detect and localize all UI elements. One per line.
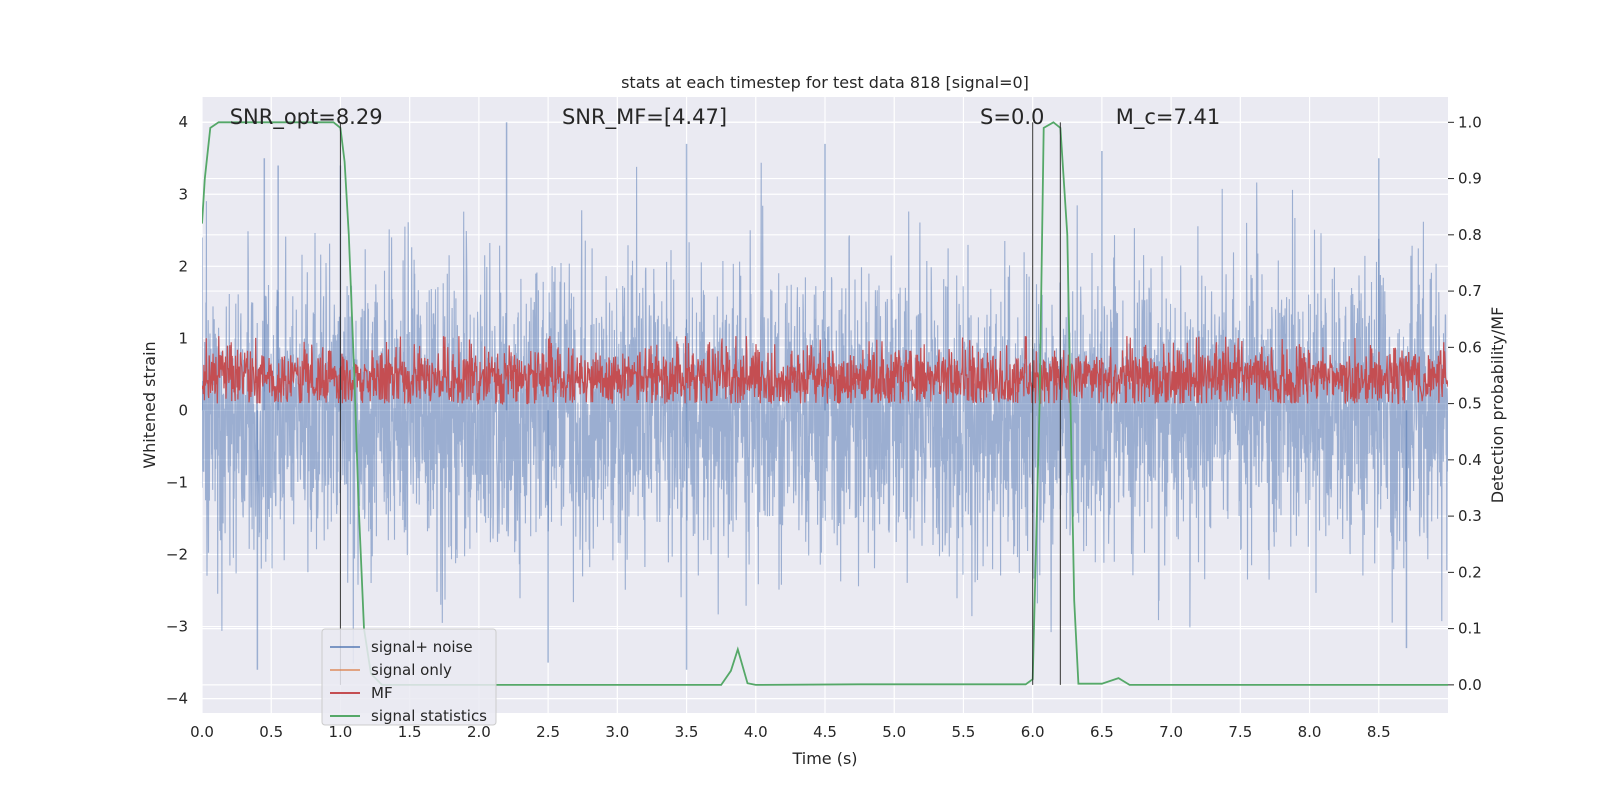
- x-axis-label: Time (s): [791, 749, 857, 768]
- x-tick-label: 8.0: [1298, 723, 1322, 741]
- y-right-tick-label: 0.5: [1458, 395, 1482, 413]
- legend-box: [321, 628, 497, 726]
- y-tick-label: 1: [178, 329, 188, 347]
- y-ticks: 4 3 2 1 0 −1 −2 −3 −4: [166, 113, 188, 707]
- x-tick-label: 1.0: [329, 723, 353, 741]
- annotation-text: SNR_MF=[4.47]: [562, 105, 727, 130]
- y-tick-label: −2: [166, 545, 188, 563]
- y-right-tick-label: 0.7: [1458, 282, 1482, 300]
- y-right-tick-label: 0.8: [1458, 226, 1482, 244]
- y-right-tick-label: 0.6: [1458, 338, 1482, 356]
- annotations: SNR_opt=8.29 SNR_MF=[4.47] S=0.0 M_c=7.41: [230, 105, 1221, 130]
- x-ticks: 0.0 0.5 1.0 1.5 2.0 2.5 3.0 3.5 4.0 4.5 5.0 5.5 6.0 6…: [190, 723, 1391, 741]
- annotation-text: S=0.0: [980, 105, 1044, 129]
- y-tick-label: −3: [166, 618, 188, 636]
- x-tick-label: 3.0: [605, 723, 629, 741]
- y-right-tick-label: 0.9: [1458, 170, 1482, 188]
- y-right-axis-label: Detection probability/MF: [1488, 307, 1507, 504]
- y-tick-label: 4: [178, 113, 188, 131]
- y-tick-label: −4: [166, 690, 188, 708]
- y-right-tick-label: 0.4: [1458, 451, 1482, 469]
- legend-label: signal only: [371, 661, 452, 679]
- x-tick-label: 8.5: [1367, 723, 1391, 741]
- y-tick-label: −1: [166, 473, 188, 491]
- legend-label: signal statistics: [371, 707, 487, 725]
- annotation-text: M_c=7.41: [1116, 105, 1221, 130]
- chart-title: stats at each timestep for test data 818…: [621, 73, 1029, 92]
- y-right-tick-label: 0.2: [1458, 563, 1482, 581]
- x-tick-label: 2.0: [467, 723, 491, 741]
- x-tick-label: 2.5: [536, 723, 560, 741]
- y-right-tick-label: 0.3: [1458, 507, 1482, 525]
- x-tick-label: 7.5: [1228, 723, 1252, 741]
- x-tick-label: 4.5: [813, 723, 837, 741]
- x-tick-label: 6.0: [1021, 723, 1045, 741]
- x-tick-label: 5.5: [952, 723, 976, 741]
- x-tick-label: 0.5: [259, 723, 283, 741]
- y-tick-label: 0: [178, 401, 188, 419]
- annotation-text: SNR_opt=8.29: [230, 105, 383, 130]
- y-tick-label: 3: [178, 185, 188, 203]
- y-tick-label: 2: [178, 257, 188, 275]
- vertical-lines: [339, 122, 1061, 685]
- legend-label: MF: [371, 684, 393, 702]
- x-tick-label: 5.0: [882, 723, 906, 741]
- legend-label: signal+ noise: [371, 638, 473, 656]
- series-signal-statistics: [202, 121, 1448, 686]
- series-mf: [202, 336, 1448, 406]
- y-axis-label: Whitened strain: [140, 341, 159, 468]
- x-tick-label: 3.5: [675, 723, 699, 741]
- y-right-tick-label: 0.0: [1458, 676, 1482, 694]
- y-right-tick-label: 1.0: [1458, 113, 1482, 131]
- y-right-ticks: 1.0 0.9 0.8 0.7 0.6 0.5 0.4 0.3 0.2 0.1 0.0: [1448, 113, 1482, 694]
- x-tick-label: 1.5: [398, 723, 422, 741]
- x-tick-label: 7.0: [1159, 723, 1183, 741]
- x-tick-label: 4.0: [744, 723, 768, 741]
- legend: signal+ noise signal only MF signal statist…: [321, 628, 497, 726]
- x-tick-label: 6.5: [1090, 723, 1114, 741]
- x-tick-label: 0.0: [190, 723, 214, 741]
- y-right-tick-label: 0.1: [1458, 620, 1482, 638]
